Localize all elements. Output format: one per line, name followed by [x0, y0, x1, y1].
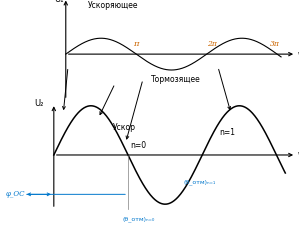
Text: wt: wt [298, 151, 299, 159]
Text: U₂: U₂ [34, 99, 44, 108]
Text: 3π: 3π [270, 40, 280, 48]
Text: 2π: 2π [207, 40, 216, 48]
Text: n=1: n=1 [219, 128, 235, 137]
Text: Тормозящее: Тормозящее [151, 75, 201, 84]
Text: (θ_отм)ₙ₌₁: (θ_отм)ₙ₌₁ [184, 179, 216, 185]
Text: Ускоряющее: Ускоряющее [88, 1, 139, 10]
Text: φ_ОС: φ_ОС [6, 190, 25, 198]
Text: Ускор: Ускор [113, 123, 136, 132]
Text: n=0: n=0 [130, 141, 147, 150]
Text: π: π [133, 40, 139, 48]
Text: U₁: U₁ [54, 0, 64, 4]
Text: (θ_отм)ₙ₌₀: (θ_отм)ₙ₌₀ [123, 216, 155, 222]
Text: wt: wt [298, 50, 299, 59]
